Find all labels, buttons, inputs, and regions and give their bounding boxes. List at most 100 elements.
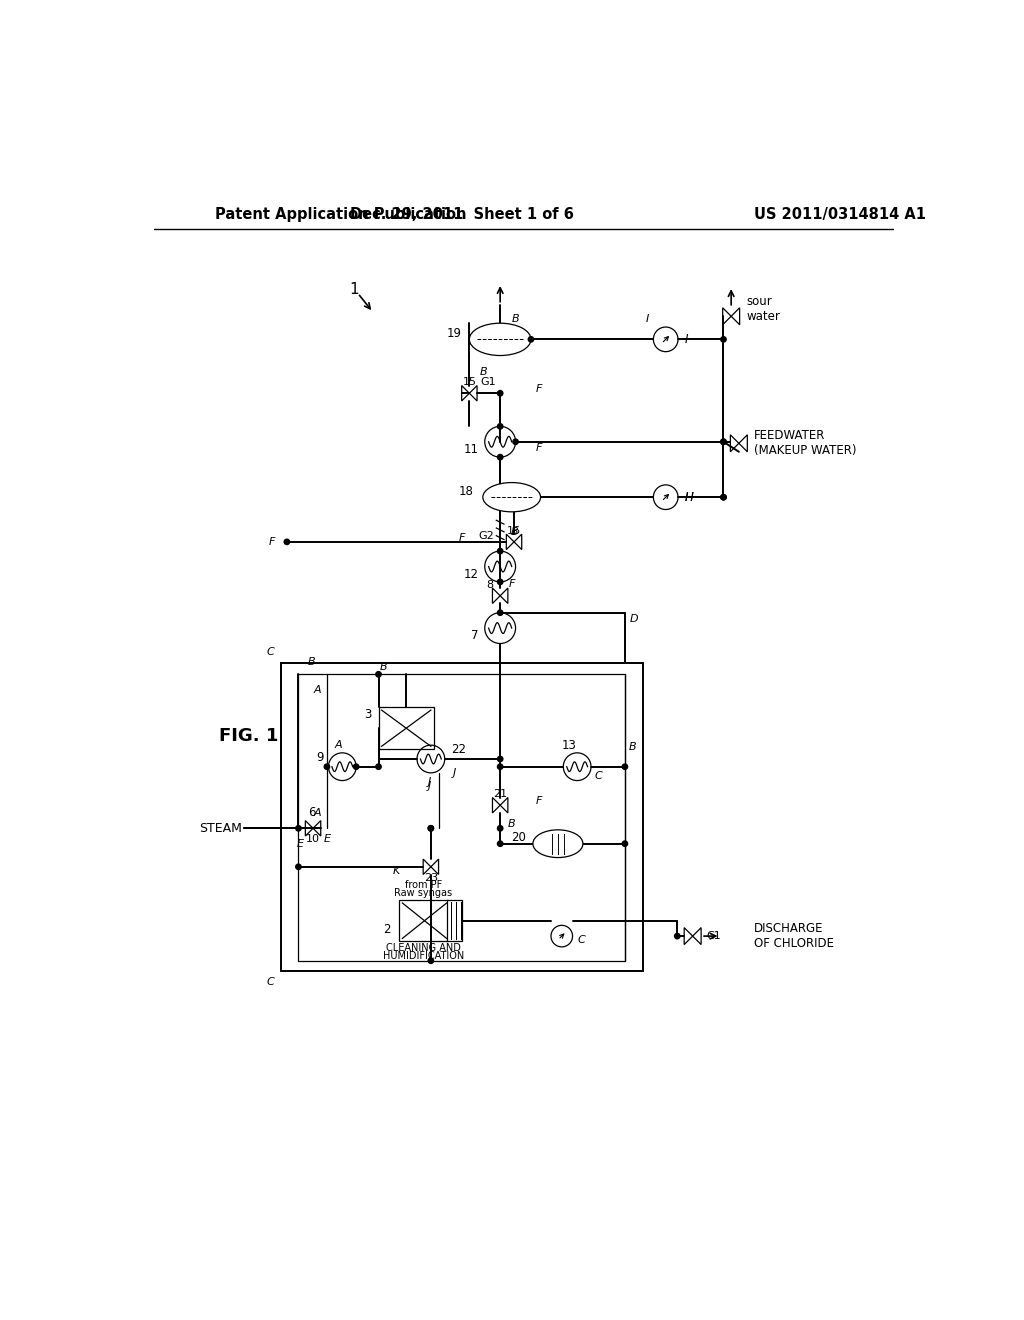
Text: 8: 8 — [485, 579, 493, 590]
Text: E: E — [297, 838, 303, 849]
Text: 18: 18 — [459, 484, 473, 498]
Text: 22: 22 — [451, 743, 466, 756]
Circle shape — [721, 495, 726, 500]
Circle shape — [296, 865, 301, 870]
Text: A: A — [314, 685, 322, 694]
Circle shape — [623, 841, 628, 846]
Text: B: B — [379, 661, 387, 672]
Text: B: B — [512, 314, 519, 325]
Text: B: B — [307, 656, 315, 667]
Text: J: J — [453, 768, 456, 777]
Text: B: B — [479, 367, 487, 376]
Text: DISCHARGE
OF CHLORIDE: DISCHARGE OF CHLORIDE — [755, 923, 835, 950]
Text: B: B — [629, 742, 636, 752]
Text: CLEANING AND: CLEANING AND — [386, 942, 461, 953]
Circle shape — [498, 548, 503, 554]
Text: STEAM: STEAM — [200, 822, 243, 834]
Circle shape — [376, 764, 381, 770]
Text: G2: G2 — [478, 531, 495, 541]
Circle shape — [721, 337, 726, 342]
Circle shape — [285, 539, 290, 545]
Circle shape — [428, 825, 433, 832]
Circle shape — [498, 825, 503, 832]
Circle shape — [498, 424, 503, 429]
Text: H: H — [684, 491, 693, 504]
Text: C: C — [578, 935, 585, 945]
Circle shape — [675, 933, 680, 939]
Circle shape — [498, 841, 503, 846]
Circle shape — [623, 764, 628, 770]
Circle shape — [721, 440, 726, 445]
Circle shape — [498, 391, 503, 396]
Text: C: C — [595, 771, 602, 781]
Ellipse shape — [532, 830, 583, 858]
Text: 2: 2 — [383, 924, 391, 936]
Circle shape — [325, 764, 330, 770]
Text: Raw syngas: Raw syngas — [394, 888, 453, 898]
Text: FIG. 1: FIG. 1 — [219, 727, 279, 744]
Text: A: A — [335, 741, 342, 750]
Text: 16: 16 — [507, 527, 521, 536]
Text: F: F — [509, 579, 515, 589]
Text: 20: 20 — [511, 832, 525, 843]
Text: F: F — [536, 796, 542, 807]
Circle shape — [498, 764, 503, 770]
Text: C: C — [267, 647, 274, 656]
Circle shape — [376, 672, 381, 677]
Circle shape — [528, 337, 534, 342]
Circle shape — [296, 825, 301, 832]
Text: C: C — [267, 977, 274, 987]
Text: C1: C1 — [707, 931, 721, 941]
Text: 21: 21 — [494, 789, 507, 800]
Text: J: J — [428, 781, 431, 791]
Text: 6: 6 — [308, 807, 315, 820]
Text: G1: G1 — [481, 378, 497, 388]
Text: B: B — [510, 527, 518, 537]
Text: FEEDWATER
(MAKEUP WATER): FEEDWATER (MAKEUP WATER) — [755, 429, 857, 457]
Text: 3: 3 — [365, 708, 372, 721]
Circle shape — [721, 495, 726, 500]
Text: 9: 9 — [316, 751, 324, 764]
Circle shape — [428, 958, 433, 964]
Circle shape — [513, 440, 518, 445]
Circle shape — [498, 579, 503, 585]
Text: US 2011/0314814 A1: US 2011/0314814 A1 — [755, 207, 927, 222]
Circle shape — [721, 440, 726, 445]
Text: B: B — [508, 820, 515, 829]
Text: J: J — [428, 777, 431, 787]
Text: F: F — [459, 533, 465, 543]
Text: 10: 10 — [306, 834, 321, 843]
Text: 11: 11 — [464, 444, 478, 455]
Text: F: F — [536, 444, 542, 453]
Text: K: K — [392, 866, 399, 875]
Text: Patent Application Publication: Patent Application Publication — [215, 207, 467, 222]
Text: H: H — [684, 491, 693, 504]
Text: 15: 15 — [463, 378, 476, 388]
Text: sour
water: sour water — [746, 294, 780, 322]
Text: 1: 1 — [349, 281, 358, 297]
Text: A: A — [314, 808, 322, 818]
Text: Dec. 29, 2011  Sheet 1 of 6: Dec. 29, 2011 Sheet 1 of 6 — [350, 207, 573, 222]
Text: 13: 13 — [562, 739, 577, 751]
Bar — [379, 708, 434, 750]
Text: F: F — [268, 537, 274, 546]
Circle shape — [498, 756, 503, 762]
Ellipse shape — [469, 323, 531, 355]
Circle shape — [353, 764, 358, 770]
Text: I: I — [645, 314, 649, 325]
Text: 19: 19 — [446, 326, 462, 339]
Circle shape — [498, 610, 503, 615]
Text: 23: 23 — [424, 873, 438, 883]
Circle shape — [498, 454, 503, 459]
Ellipse shape — [483, 483, 541, 512]
Text: E: E — [324, 834, 331, 843]
Text: I: I — [684, 333, 688, 346]
Text: 12: 12 — [464, 568, 478, 581]
Text: F: F — [536, 384, 542, 395]
Text: 7: 7 — [471, 630, 478, 643]
Circle shape — [428, 825, 433, 832]
Text: from PF: from PF — [404, 880, 441, 890]
Text: D: D — [630, 614, 638, 624]
Text: HUMIDIFICATION: HUMIDIFICATION — [383, 952, 464, 961]
Bar — [399, 900, 463, 941]
